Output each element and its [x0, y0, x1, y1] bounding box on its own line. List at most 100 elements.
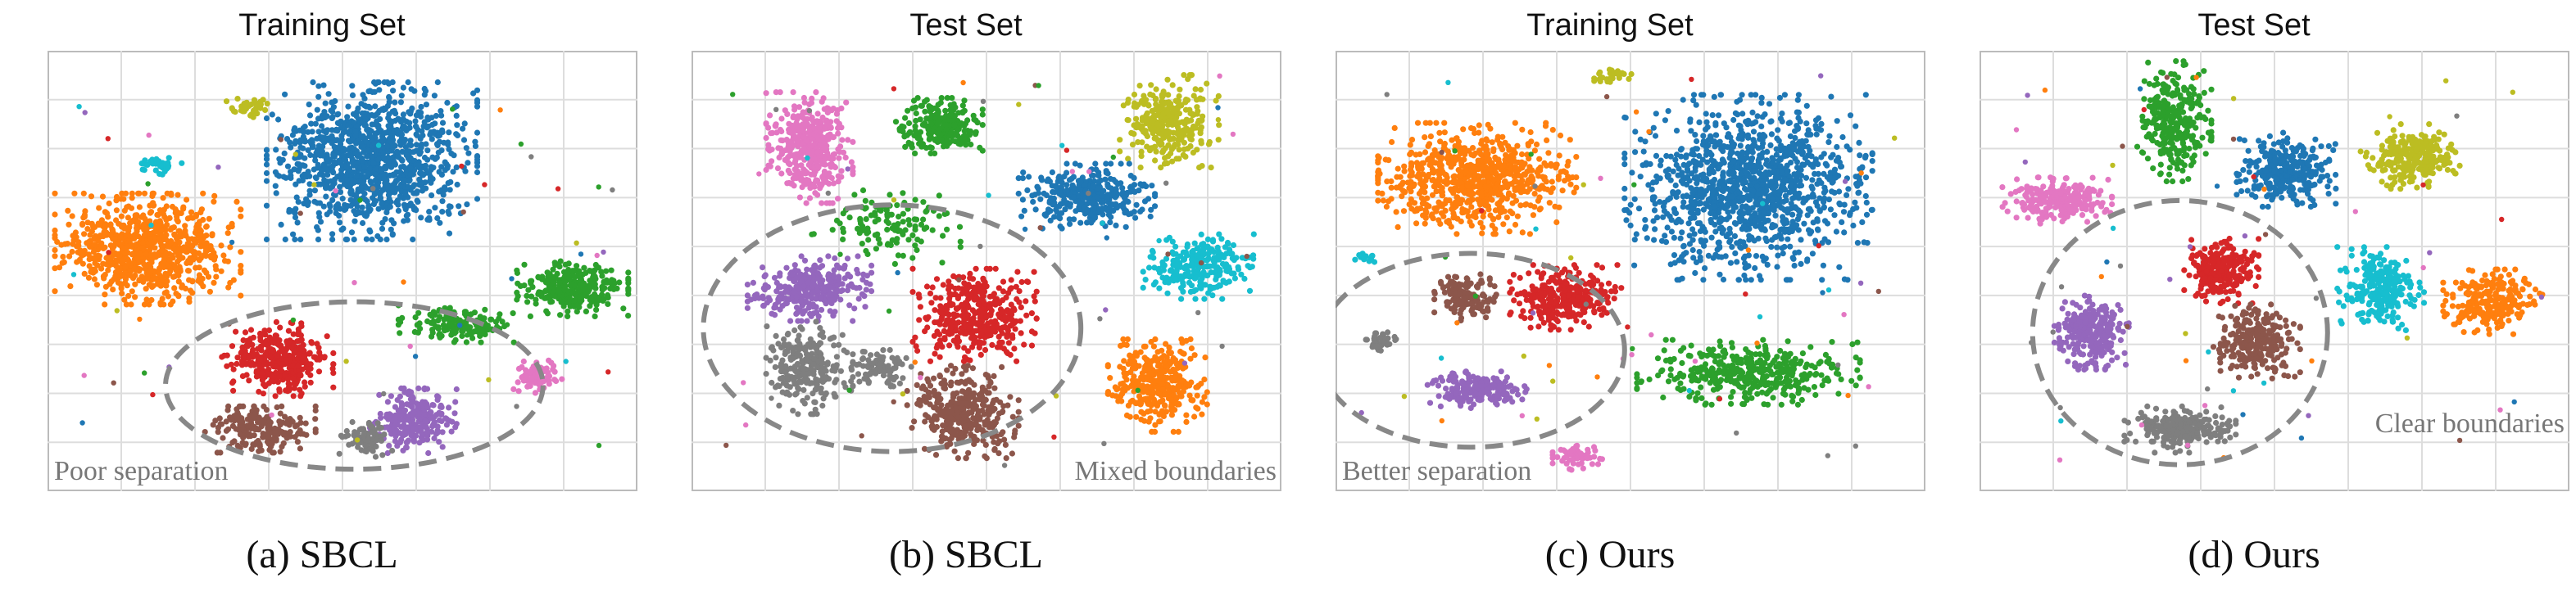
data-point	[1114, 181, 1121, 187]
data-point	[625, 275, 632, 282]
data-point	[182, 223, 188, 229]
data-point	[789, 122, 796, 129]
data-point	[1219, 296, 1226, 302]
data-point	[165, 160, 171, 166]
data-point	[905, 217, 912, 224]
data-point	[818, 152, 824, 159]
data-point	[348, 229, 356, 236]
data-point	[596, 184, 601, 190]
data-point	[823, 147, 829, 153]
data-point	[285, 381, 292, 387]
data-point	[469, 335, 476, 341]
data-point	[339, 434, 346, 440]
data-point	[190, 256, 197, 263]
data-point	[453, 131, 460, 138]
data-point	[481, 315, 488, 322]
data-point	[1039, 177, 1045, 183]
data-point	[438, 404, 445, 410]
data-point	[453, 112, 460, 119]
data-point	[896, 214, 902, 220]
data-point	[846, 214, 853, 221]
data-point	[148, 296, 155, 304]
data-point	[551, 279, 557, 286]
data-point	[909, 232, 916, 238]
data-point	[263, 169, 270, 177]
data-point	[949, 95, 955, 102]
data-point	[565, 300, 572, 306]
data-point	[1076, 186, 1082, 193]
data-point	[395, 115, 401, 122]
data-point	[397, 169, 403, 175]
data-point	[107, 281, 113, 287]
data-point	[288, 144, 294, 151]
data-point	[211, 279, 217, 286]
data-point	[370, 160, 377, 166]
data-point	[329, 127, 335, 133]
data-point	[927, 108, 933, 115]
data-point	[224, 426, 232, 432]
data-point	[364, 153, 370, 160]
data-point	[372, 171, 379, 178]
data-point	[439, 120, 447, 126]
data-point	[173, 249, 179, 255]
data-point	[300, 129, 306, 135]
data-point	[285, 327, 292, 334]
data-point	[386, 413, 392, 420]
data-point	[592, 274, 598, 282]
data-point	[322, 182, 329, 188]
data-point	[836, 120, 842, 127]
data-point	[81, 270, 88, 277]
data-point	[423, 141, 429, 147]
data-point	[329, 236, 336, 243]
data-point	[936, 192, 942, 199]
data-point	[147, 231, 154, 237]
data-point	[238, 206, 244, 213]
data-point	[307, 379, 314, 386]
data-point	[115, 251, 121, 257]
data-point	[468, 311, 474, 318]
data-point	[562, 278, 569, 285]
data-point	[819, 200, 825, 206]
data-point	[246, 431, 252, 437]
data-point	[1084, 207, 1091, 214]
data-point	[171, 231, 178, 237]
data-point	[52, 211, 58, 218]
data-point	[93, 242, 99, 249]
data-point	[234, 354, 241, 361]
data-point	[150, 391, 156, 398]
data-point	[1095, 194, 1101, 201]
data-point	[1117, 148, 1123, 155]
data-point	[197, 243, 204, 250]
data-point	[282, 91, 288, 97]
data-point	[358, 426, 365, 432]
data-point	[800, 121, 806, 128]
data-point	[1169, 238, 1176, 245]
data-point	[979, 111, 986, 118]
data-point	[961, 97, 968, 104]
data-point	[1158, 114, 1164, 120]
data-point	[787, 161, 793, 168]
data-point	[784, 111, 791, 117]
data-point	[375, 156, 382, 163]
data-point	[824, 121, 831, 128]
data-point	[361, 174, 368, 181]
scatter-plot-b: Mixed boundaries	[692, 51, 1281, 491]
data-point	[914, 246, 920, 254]
data-point	[1100, 211, 1106, 218]
data-point	[822, 156, 828, 163]
data-point	[196, 264, 202, 271]
data-point	[166, 214, 173, 221]
data-point	[1160, 93, 1167, 99]
data-point	[481, 331, 488, 337]
data-point	[775, 145, 782, 151]
data-point	[415, 385, 422, 391]
data-point	[1216, 122, 1222, 129]
data-point	[259, 418, 265, 425]
data-point	[419, 431, 425, 437]
data-point	[1238, 271, 1245, 278]
data-point	[437, 314, 443, 320]
data-point	[262, 341, 269, 348]
data-point	[1187, 142, 1194, 150]
data-point	[273, 318, 279, 325]
data-point	[94, 262, 101, 269]
